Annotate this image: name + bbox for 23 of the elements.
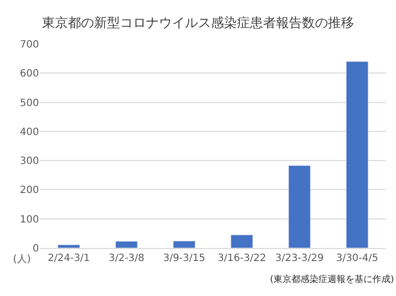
y-tick-label: 400 <box>20 126 39 138</box>
y-tick-label: 500 <box>20 98 39 109</box>
y-tick-label: 600 <box>20 68 39 80</box>
y-tick-label: 100 <box>20 214 39 226</box>
chart-title: 東京都の新型コロナウイルス感染症患者報告数の推移 <box>42 16 354 31</box>
bar <box>58 244 80 248</box>
text: (東京都感染症週報を基に作成) <box>270 274 394 285</box>
bar <box>230 234 254 248</box>
bar <box>346 61 368 248</box>
x-tick-label: 3/30-4/5 <box>336 253 378 264</box>
x-tick-label: 2/24-3/1 <box>48 253 90 264</box>
y-tick-label: 700 <box>20 40 39 50</box>
y-tick-label: 0 <box>32 244 39 254</box>
x-tick-label: 3/2-3/8 <box>108 253 144 264</box>
bar <box>172 240 196 248</box>
bar <box>288 165 311 248</box>
y-tick-label: 300 <box>20 156 39 168</box>
y-axis-title: (人) <box>13 254 31 265</box>
x-tick-label: 3/23-3/29 <box>275 253 324 264</box>
x-tick-label: 3/16-3/22 <box>218 253 266 264</box>
x-tick-label: 3/9-3/15 <box>163 253 206 264</box>
bar <box>115 241 138 248</box>
y-tick-label: 200 <box>20 185 39 196</box>
